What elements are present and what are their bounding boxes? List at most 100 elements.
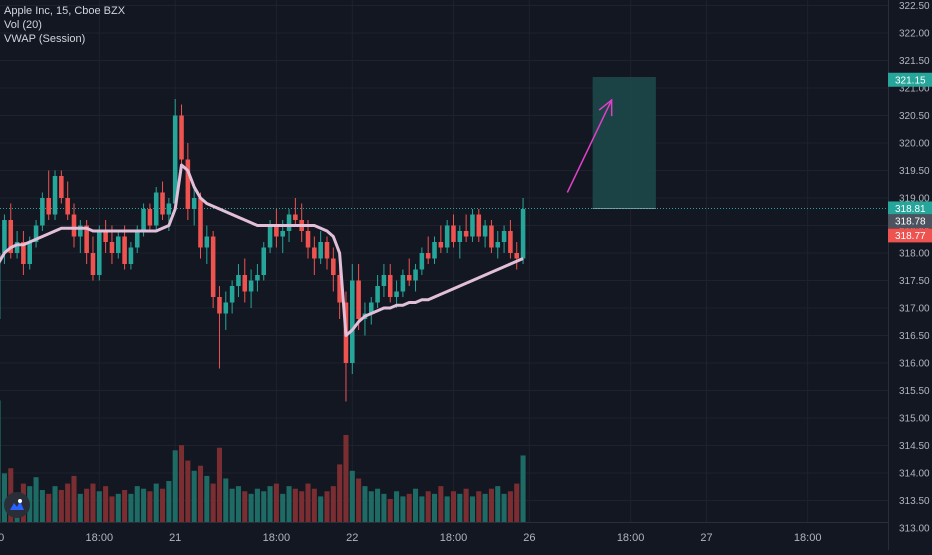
candle-body <box>268 226 273 248</box>
volume-bar <box>438 486 443 522</box>
candle <box>160 182 165 221</box>
time-tick-label: 18:00 <box>86 532 114 544</box>
candle-body <box>439 242 444 248</box>
chart-legend: Apple Inc, 15, Cboe BZX Vol (20) VWAP (S… <box>4 4 125 46</box>
time-tick-label: 20 <box>0 532 4 544</box>
price-tag-label: 321.15 <box>895 75 926 86</box>
volume-bar <box>116 494 121 522</box>
volume-bar <box>457 494 462 522</box>
candle <box>401 270 406 298</box>
volume-bar <box>40 490 45 522</box>
candle <box>495 231 500 259</box>
volume-bar <box>90 484 95 522</box>
candle <box>445 220 450 253</box>
candle <box>21 231 26 275</box>
candle <box>198 193 203 259</box>
candle-body <box>280 231 285 237</box>
volume-bar <box>217 448 222 522</box>
candle-body <box>495 242 500 248</box>
volume-bar <box>268 486 273 522</box>
volume-bar <box>59 490 64 522</box>
price-tick-label: 318.00 <box>899 249 930 260</box>
candle-body <box>205 237 210 248</box>
volume-bar <box>331 486 336 522</box>
price-tick-label: 313.50 <box>899 496 930 507</box>
candle-body <box>122 237 127 265</box>
candle <box>242 259 247 303</box>
candle <box>46 171 51 221</box>
volume-bar <box>274 484 279 522</box>
candle-body <box>40 198 45 226</box>
candle <box>129 242 134 270</box>
candle <box>293 198 298 226</box>
candle <box>179 105 184 171</box>
candle <box>489 220 494 253</box>
price-tick-label: 314.50 <box>899 441 930 452</box>
candle-body <box>502 231 507 242</box>
volume-bar <box>141 489 146 522</box>
candle <box>369 297 374 325</box>
volume-bar <box>445 496 450 522</box>
candle <box>451 215 456 248</box>
candle-body <box>129 248 134 265</box>
candle-body <box>356 281 361 320</box>
volume-bar <box>192 471 197 522</box>
candle <box>34 220 39 248</box>
candle-body <box>306 231 311 248</box>
volume-bar <box>305 484 310 522</box>
candle <box>458 226 463 259</box>
volume-bar <box>483 494 488 522</box>
volume-bar <box>394 491 399 522</box>
candle-body <box>489 226 494 248</box>
volume-bar <box>489 489 494 522</box>
candle-body <box>274 226 279 237</box>
price-tick-label: 321.50 <box>899 56 930 67</box>
volume-bar <box>407 494 412 522</box>
target-box <box>593 77 656 208</box>
candle-body <box>375 286 380 303</box>
candle-body <box>91 253 96 275</box>
volume-bar <box>236 486 241 522</box>
time-tick-label: 22 <box>346 532 358 544</box>
candle-body <box>325 242 330 259</box>
volume-bar <box>0 400 1 522</box>
candle-body <box>407 275 412 281</box>
candle <box>388 264 393 303</box>
volume-bar <box>52 486 57 522</box>
candle-body <box>167 204 172 215</box>
volume-bar <box>135 486 140 522</box>
symbol-title[interactable]: Apple Inc, 15, Cboe BZX <box>4 4 125 18</box>
volume-bar <box>166 481 171 522</box>
price-tick-label: 322.00 <box>899 29 930 40</box>
volume-bar <box>160 489 165 522</box>
candle-body <box>293 215 298 221</box>
volume-bar <box>375 489 380 522</box>
volume-bar <box>419 496 424 522</box>
candle <box>72 204 77 248</box>
candle-body <box>192 198 197 209</box>
candle-body <box>211 237 216 298</box>
candle <box>230 281 235 314</box>
candle-body <box>413 270 418 281</box>
candle <box>255 264 260 292</box>
candle-body <box>154 193 159 226</box>
volume-bar <box>287 486 292 522</box>
candle-body <box>350 281 355 364</box>
vwap-indicator-label[interactable]: VWAP (Session) <box>4 32 125 46</box>
candle-body <box>388 275 393 297</box>
price-tag-label: 318.77 <box>895 231 926 242</box>
volume-indicator-label[interactable]: Vol (20) <box>4 18 125 32</box>
volume-bar <box>495 486 500 522</box>
volume-bar <box>109 496 114 522</box>
candle-body <box>312 248 317 259</box>
candle <box>325 237 330 270</box>
candle <box>211 231 216 308</box>
volume-bar <box>299 491 304 522</box>
tradingview-logo-icon[interactable] <box>4 492 30 518</box>
price-tag-label: 318.78 <box>895 217 926 228</box>
candle <box>318 231 323 264</box>
candle-body <box>255 275 260 281</box>
volume-bar <box>97 491 102 522</box>
